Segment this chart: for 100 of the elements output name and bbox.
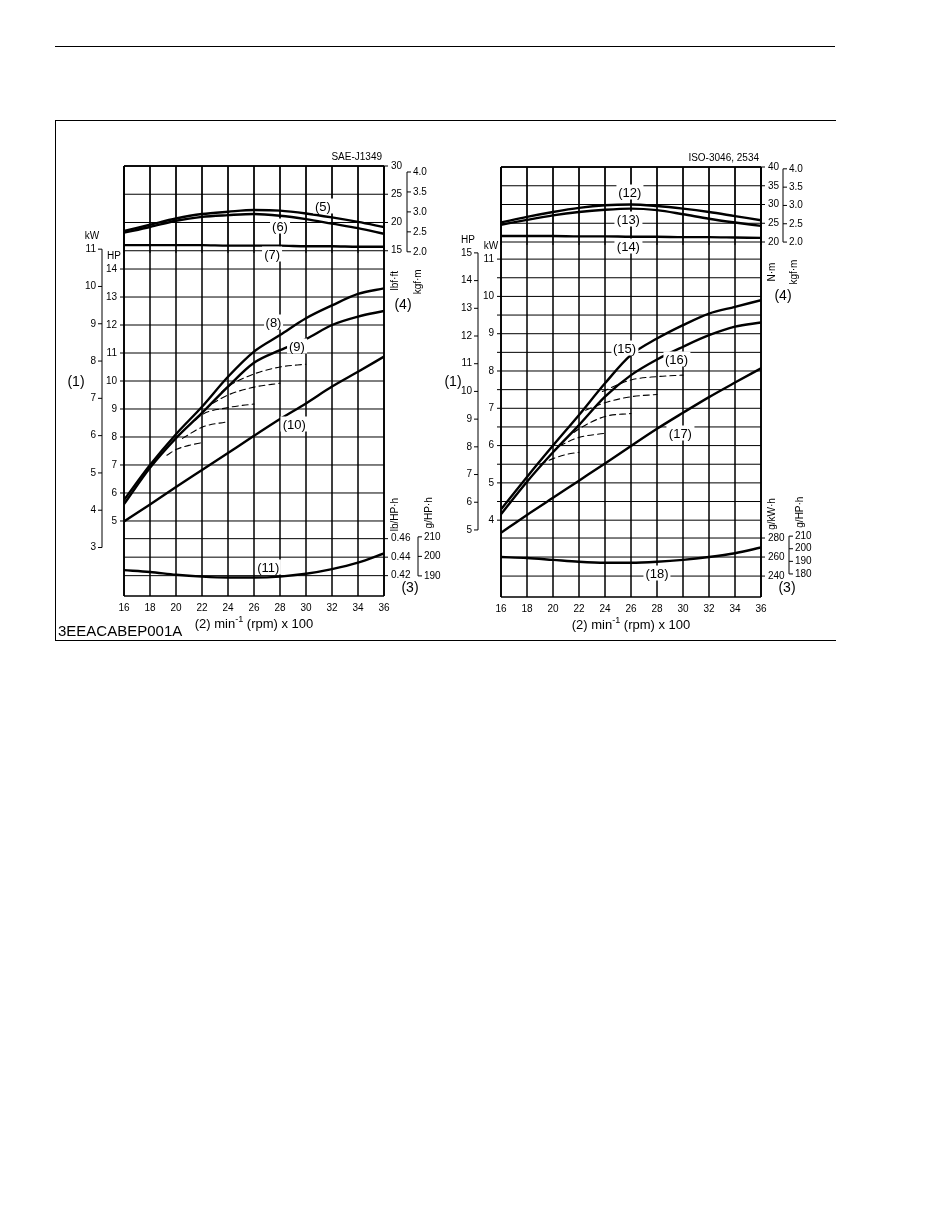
y-tick-label: 0.42: [391, 569, 411, 581]
y2-tick-label: 180: [795, 567, 813, 579]
y-tick-label: 7: [488, 402, 495, 414]
y-tick-label: 0.46: [391, 532, 411, 544]
series-label: (16): [662, 351, 691, 367]
series-label: (15): [610, 340, 639, 356]
y-tick-label: 35: [768, 179, 780, 191]
y-tick-label: 9: [488, 327, 495, 339]
y2-tick-label: 210: [795, 529, 813, 541]
x-tick-label: 18: [144, 601, 156, 613]
y-axis-title: g/kW·h: [765, 498, 777, 530]
x-tick-label: 28: [274, 601, 286, 613]
text: (1): [67, 372, 85, 389]
chart-title: ISO-3046, 2534: [688, 151, 760, 163]
chart-title: SAE-J1349: [331, 150, 383, 162]
y-tick-label: 30: [391, 159, 403, 171]
x-tick-label: 36: [378, 601, 390, 613]
series-label: (13): [614, 211, 642, 227]
y2-tick-label: 11: [461, 357, 473, 369]
y2-tick-label: 200: [795, 542, 813, 554]
y2-tick-label: 210: [424, 530, 442, 542]
x-tick-label: 24: [222, 601, 234, 613]
y-tick-label: 9: [111, 402, 118, 414]
y2-tick-label: 4.0: [413, 165, 428, 177]
y2-tick-label: 2.5: [413, 225, 428, 237]
y2-tick-label: 3.5: [413, 185, 428, 197]
y2-tick-label: 9: [90, 317, 97, 329]
text: (3): [401, 578, 419, 595]
series-label: (8): [263, 314, 284, 330]
series-label: (9): [286, 338, 307, 354]
series-label: (10): [280, 416, 308, 432]
y2-axis-title: g/HP·h: [793, 496, 805, 528]
series-label: (6): [270, 218, 290, 234]
x-tick-label: 32: [326, 601, 338, 613]
y-tick-label: 8: [111, 430, 118, 442]
y2-tick-label: 190: [795, 555, 813, 567]
y-tick-label: 280: [768, 531, 786, 543]
y2-tick-label: 2.5: [789, 217, 804, 229]
y2-tick-label: 7: [90, 392, 97, 404]
y-tick-label: 4: [488, 513, 495, 525]
x-tick-label: 18: [521, 602, 533, 614]
y2-tick-label: 15: [460, 246, 473, 258]
series-label: (17): [666, 425, 694, 441]
y2-tick-label: 6: [466, 495, 473, 507]
y-tick-label: 14: [105, 262, 118, 274]
y-tick-label: 30: [768, 198, 780, 210]
text: (3): [778, 578, 796, 595]
y2-tick-label: 11: [85, 242, 97, 254]
x-tick-label: 36: [755, 602, 767, 614]
x-tick-label: 32: [703, 602, 715, 614]
y2-tick-label: 2.0: [789, 235, 804, 247]
y-axis-title: HP: [107, 249, 122, 261]
x-tick-label: 26: [248, 601, 260, 613]
y2-tick-label: 200: [424, 550, 442, 562]
x-tick-label: 22: [196, 601, 208, 613]
y2-tick-label: 7: [466, 468, 473, 480]
y-tick-label: 0.44: [391, 550, 411, 562]
y-tick-label: 11: [106, 346, 118, 358]
y-axis-title: lbf·ft: [388, 270, 400, 291]
y2-tick-label: 8: [466, 440, 473, 452]
y-tick-label: 8: [488, 364, 495, 376]
y2-tick-label: 14: [460, 274, 473, 286]
y2-tick-label: 5: [466, 523, 473, 535]
y2-axis-title: HP: [461, 233, 476, 245]
series-label: (18): [643, 565, 671, 581]
y-tick-label: 40: [768, 160, 780, 172]
y2-tick-label: 3.5: [789, 180, 804, 192]
y2-tick-label: 4.0: [789, 162, 804, 174]
x-tick-label: 34: [729, 602, 741, 614]
x-tick-label: 20: [170, 601, 182, 613]
y-tick-label: 11: [483, 252, 495, 264]
y-tick-label: 6: [111, 486, 118, 498]
series-label: (11): [255, 559, 282, 575]
series-label: (12): [616, 184, 644, 200]
x-tick-label: 22: [573, 602, 585, 614]
x-tick-label: 34: [352, 601, 364, 613]
x-tick-label: 30: [300, 601, 312, 613]
y-tick-label: 15: [391, 244, 403, 256]
y2-tick-label: 5: [90, 466, 97, 478]
y-tick-label: 6: [488, 439, 495, 451]
y-tick-label: 25: [391, 188, 403, 199]
y-axis-title: N·m: [765, 262, 777, 282]
y-tick-label: 5: [111, 514, 118, 526]
text: (1): [444, 372, 462, 389]
y2-tick-label: 2.0: [413, 245, 428, 257]
x-tick-label: 28: [651, 602, 663, 614]
x-tick-label: 20: [547, 602, 559, 614]
y2-axis-title: kgf·m: [787, 259, 799, 285]
y-tick-label: 10: [105, 374, 118, 386]
y2-tick-label: 13: [460, 302, 473, 314]
series-label: (5): [312, 198, 333, 214]
y-tick-label: 240: [768, 569, 786, 581]
y2-tick-label: 10: [460, 385, 473, 397]
y2-axis-title: kgf·m: [411, 269, 423, 295]
y2-tick-label: 12: [460, 329, 473, 341]
y-tick-label: 20: [768, 235, 780, 247]
y2-tick-label: 4: [90, 503, 97, 515]
y2-tick-label: 3: [90, 541, 97, 553]
y2-tick-label: 8: [90, 354, 97, 366]
y-tick-label: 13: [105, 290, 118, 302]
